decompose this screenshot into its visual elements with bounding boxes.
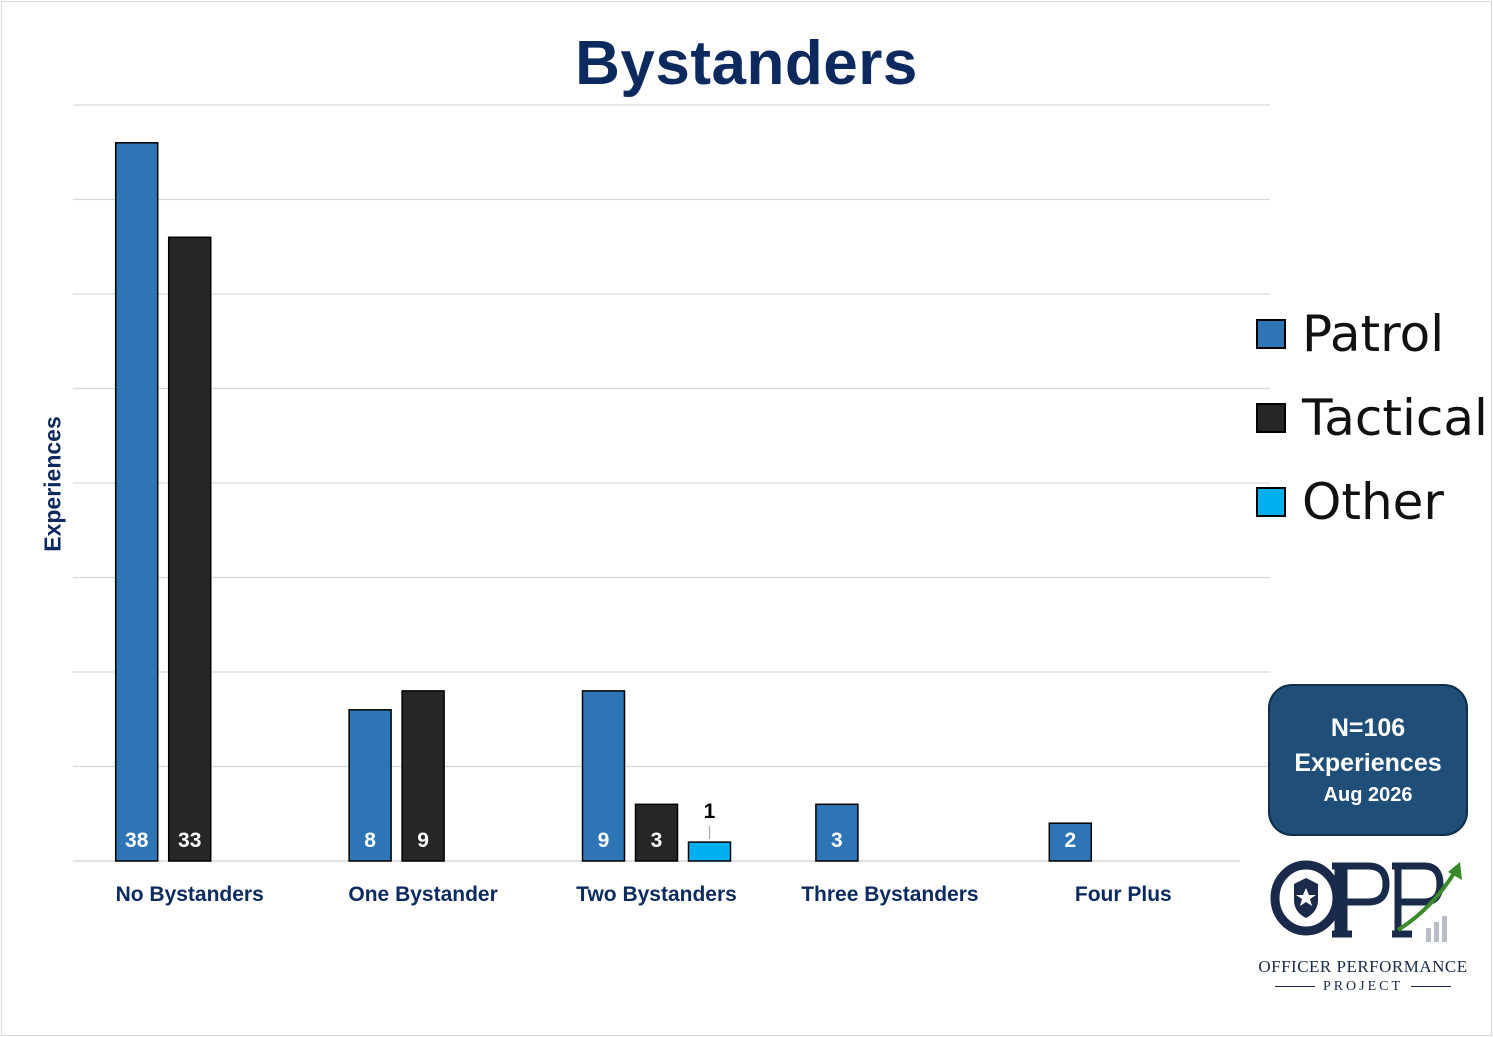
data-label-patrol: 8 — [364, 829, 376, 852]
chart-title: Bystanders — [575, 29, 918, 98]
bar-other — [687, 841, 732, 862]
data-label-patrol: 3 — [831, 829, 843, 852]
bar-patrol — [815, 803, 859, 862]
sample-size-box: N=106 Experiences Aug 2026 — [1268, 684, 1468, 836]
logo-bar-3 — [1442, 916, 1447, 942]
logo-shield-o — [1270, 860, 1342, 936]
x-tick-label: No Bystanders — [116, 883, 264, 906]
bar-patrol — [348, 709, 392, 862]
legend-item-tactical: Tactical — [1256, 376, 1488, 460]
legend-swatch-patrol — [1256, 319, 1286, 349]
x-tick-label: One Bystander — [348, 883, 497, 906]
legend-item-patrol: Patrol — [1256, 292, 1488, 376]
sample-size-unit: Experiences — [1294, 749, 1442, 777]
logo-line-1: OFFICER PERFORMANCE — [1258, 957, 1468, 976]
data-label-tactical: 9 — [417, 829, 429, 852]
logo-line-2: PROJECT — [1248, 979, 1478, 995]
x-tick-label: Two Bystanders — [576, 883, 737, 906]
bar-tactical — [634, 803, 679, 862]
logo-growth-arrow — [1396, 868, 1458, 932]
legend: Patrol Tactical Other — [1256, 292, 1488, 544]
data-label-other: 1 — [704, 800, 716, 823]
logo-bar-1 — [1426, 928, 1431, 942]
legend-label-patrol: Patrol — [1302, 305, 1445, 363]
bar-patrol — [1048, 822, 1093, 862]
logo-arrow-head — [1448, 862, 1462, 880]
data-label-patrol: 2 — [1064, 829, 1076, 852]
legend-label-other: Other — [1302, 473, 1444, 531]
bar-tactical — [401, 690, 445, 862]
x-tick-label: Three Bystanders — [801, 883, 978, 906]
sample-size-count: N=106 — [1330, 714, 1406, 742]
bar-tactical — [167, 236, 212, 862]
data-label-tactical: 33 — [178, 829, 201, 852]
logo-bar-2 — [1434, 922, 1439, 942]
logo-wordmark: OFFICER PERFORMANCE PROJECT — [1248, 957, 1478, 995]
legend-swatch-tactical — [1256, 403, 1286, 433]
data-label-patrol: 9 — [598, 829, 610, 852]
bar-patrol — [114, 142, 159, 862]
data-label-tactical: 3 — [651, 829, 663, 852]
legend-item-other: Other — [1256, 460, 1488, 544]
data-label-patrol: 38 — [125, 829, 149, 852]
legend-swatch-other — [1256, 487, 1286, 517]
legend-label-tactical: Tactical — [1302, 389, 1488, 447]
x-tick-label: Four Plus — [1075, 883, 1172, 906]
opp-logo-icon — [1270, 860, 1462, 942]
bar-patrol — [581, 690, 626, 862]
logo-letters-pp — [1332, 862, 1444, 938]
sample-size-date: Aug 2026 — [1323, 784, 1413, 806]
